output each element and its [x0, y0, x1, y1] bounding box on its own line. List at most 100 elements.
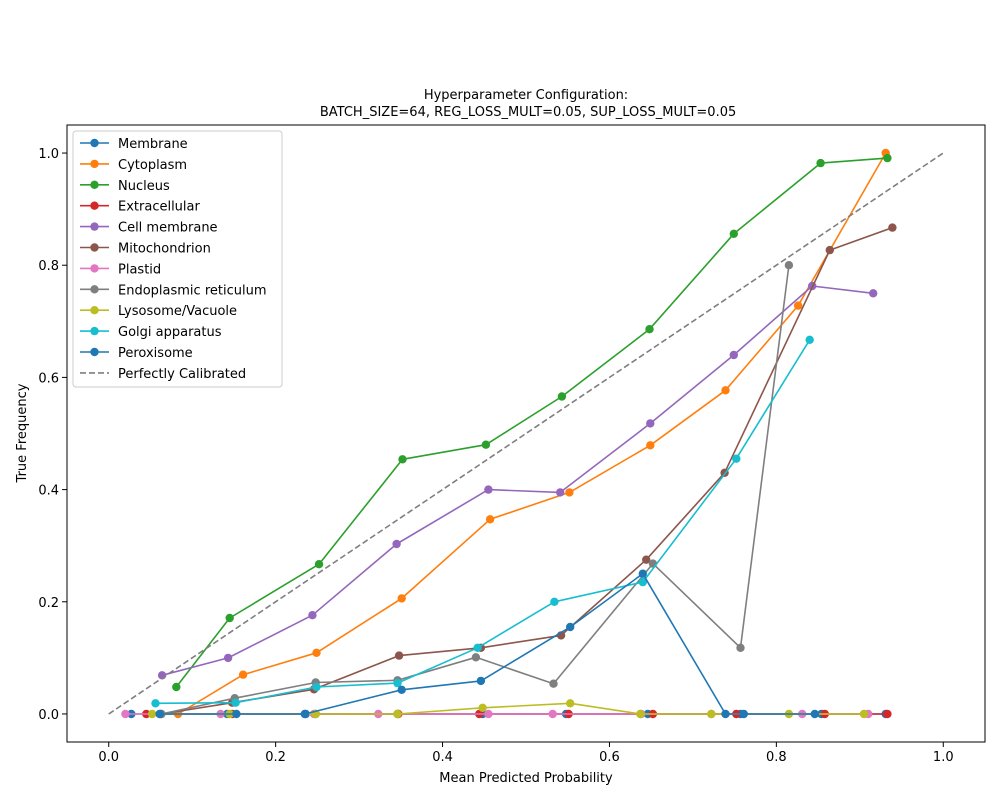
data-point-golgi-apparatus: [805, 335, 814, 344]
axes-frame: [66, 124, 986, 743]
data-point-golgi-apparatus: [312, 682, 321, 692]
data-point-mitochondrion: [394, 651, 404, 660]
data-point-nucleus: [645, 325, 654, 334]
data-point-peroxisome: [739, 709, 748, 719]
data-point-cell-membrane: [484, 485, 493, 494]
y-tick-label: 0.6: [38, 371, 59, 386]
chart-title-line1: Hyperparameter Configuration:: [424, 88, 628, 103]
data-point-cell-membrane: [308, 611, 317, 620]
data-point-golgi-apparatus: [151, 699, 160, 708]
data-point-cytoplasm: [397, 594, 406, 603]
data-point-peroxisome: [566, 622, 575, 632]
data-point-peroxisome: [810, 709, 819, 719]
y-tick-label: 1.0: [38, 147, 59, 162]
legend-label-lysosome-vacuole: Lysosome/Vacuole: [118, 304, 237, 319]
data-point-peroxisome: [300, 709, 309, 719]
legend-label-nucleus: Nucleus: [118, 179, 170, 194]
series-perfectly-calibrated: [108, 152, 944, 715]
data-point-peroxisome: [476, 676, 486, 686]
data-point-lysosome-vacuole: [859, 709, 869, 719]
legend-marker-mitochondrion: [90, 243, 99, 252]
legend: Membrane Cytoplasm Nucleus Extracellular Cel…: [72, 130, 283, 388]
data-point-plastid: [548, 709, 557, 719]
series-line-nucleus: [175, 157, 888, 688]
axis-ticks: 0.0 0.2 0.4 0.6 0.8 1.0 0.0 0.2 0.4 0.6 0.8 1.0: [38, 147, 953, 765]
data-point-golgi-apparatus: [473, 643, 482, 652]
y-axis-label: True Frequency: [15, 383, 30, 483]
data-point-nucleus: [816, 158, 825, 168]
data-point-cell-membrane: [223, 653, 233, 663]
data-point-golgi-apparatus: [393, 678, 402, 688]
legend-label-cytoplasm: Cytoplasm: [118, 158, 187, 173]
data-point-plastid: [484, 709, 493, 719]
data-point-nucleus: [172, 682, 181, 692]
data-point-golgi-apparatus: [638, 577, 647, 587]
x-tick-label: 1.0: [933, 750, 954, 765]
plot-area: [108, 148, 944, 719]
legend-label-mitochondrion: Mitochondrion: [118, 242, 211, 257]
data-point-peroxisome: [721, 709, 730, 719]
data-point-nucleus: [398, 455, 407, 464]
data-point-peroxisome: [155, 709, 164, 719]
data-point-golgi-apparatus: [732, 454, 741, 463]
x-tick-label: 0.2: [265, 750, 286, 765]
legend-label-cell-membrane: Cell membrane: [118, 221, 218, 236]
series-nucleus: [172, 153, 892, 692]
data-point-cytoplasm: [238, 670, 248, 679]
data-point-mitochondrion: [888, 223, 897, 232]
data-point-mitochondrion: [825, 245, 834, 255]
legend-marker-extracellular: [90, 201, 99, 210]
legend-marker-cytoplasm: [90, 159, 99, 169]
series-cytoplasm: [173, 148, 890, 719]
data-point-mitochondrion: [642, 555, 651, 564]
legend-label-perfectly-calibrated: Perfectly Calibrated: [118, 367, 246, 382]
data-point-peroxisome: [638, 569, 647, 578]
series-line-cell-membrane: [161, 285, 874, 677]
data-point-peroxisome: [232, 709, 241, 719]
data-point-golgi-apparatus: [231, 698, 240, 707]
y-tick-label: 0.2: [38, 596, 59, 611]
data-point-endoplasmic-reticulum: [784, 261, 794, 270]
x-tick-label: 0.6: [599, 750, 620, 765]
series-cell-membrane: [157, 281, 878, 680]
series-line-cytoplasm: [177, 152, 887, 715]
data-point-lysosome-vacuole: [566, 699, 575, 708]
legend-label-peroxisome: Peroxisome: [118, 346, 193, 361]
chart-title-line2: BATCH_SIZE=64, REG_LOSS_MULT=0.05, SUP_L…: [316, 105, 737, 120]
x-axis-label: Mean Predicted Probability: [439, 771, 613, 786]
data-point-nucleus: [883, 153, 892, 163]
legend-label-golgi-apparatus: Golgi apparatus: [118, 325, 222, 340]
data-point-lysosome-vacuole: [478, 703, 487, 712]
x-tick-label: 0.0: [98, 750, 119, 765]
legend-marker-lysosome-vacuole: [90, 306, 99, 315]
data-point-cytoplasm: [565, 488, 574, 497]
y-tick-label: 0.0: [38, 708, 59, 723]
x-tick-label: 0.8: [766, 750, 787, 765]
data-point-nucleus: [314, 560, 324, 569]
data-point-cell-membrane: [646, 419, 655, 428]
data-point-lysosome-vacuole: [707, 709, 716, 719]
data-point-lysosome-vacuole: [636, 709, 645, 719]
data-point-lysosome-vacuole: [147, 709, 157, 719]
data-point-cytoplasm: [312, 648, 321, 657]
x-tick-label: 0.4: [432, 750, 453, 765]
data-point-cell-membrane: [556, 488, 565, 497]
data-point-cell-membrane: [869, 289, 878, 298]
data-point-endoplasmic-reticulum: [736, 643, 745, 652]
legend-box: [72, 130, 283, 388]
data-point-cell-membrane: [729, 350, 738, 360]
series-golgi-apparatus: [151, 335, 814, 708]
legend-marker-golgi-apparatus: [90, 326, 99, 336]
y-tick-label: 0.8: [38, 259, 59, 274]
data-point-cytoplasm: [721, 386, 730, 395]
legend-label-extracellular: Extracellular: [118, 200, 201, 215]
data-point-golgi-apparatus: [550, 597, 559, 606]
data-point-endoplasmic-reticulum: [549, 679, 558, 688]
data-point-cytoplasm: [793, 301, 803, 310]
legend-label-plastid: Plastid: [118, 262, 161, 277]
data-point-nucleus: [557, 392, 567, 401]
data-point-extracellular: [883, 709, 892, 719]
series-peroxisome: [155, 569, 819, 719]
